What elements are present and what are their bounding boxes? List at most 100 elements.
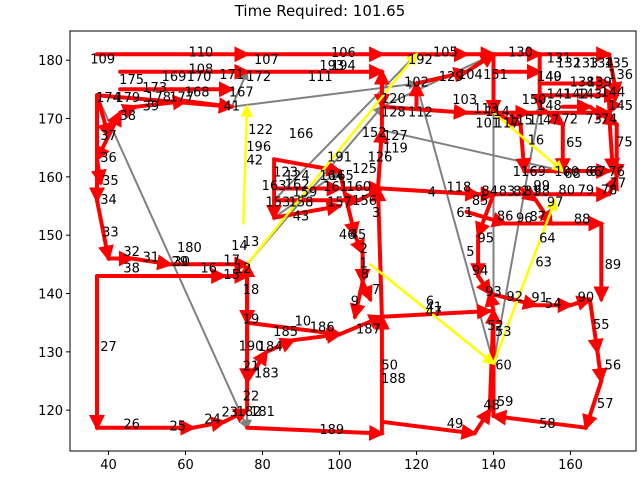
node-label: 150 — [522, 93, 547, 108]
node-label: 64 — [539, 232, 556, 247]
node-label: 33 — [102, 226, 119, 241]
node-label: 47 — [543, 114, 560, 129]
node-label: 23 — [222, 405, 239, 420]
node-label: 152 — [362, 126, 387, 141]
gray-route-segment — [230, 79, 419, 108]
red-route-segment — [582, 379, 604, 431]
red-route-segment — [490, 409, 588, 430]
red-route-segment — [191, 416, 228, 433]
node-label: 97 — [547, 195, 564, 210]
node-label: 129 — [439, 70, 464, 85]
red-route-layer — [89, 46, 625, 441]
node-label: 182 — [237, 405, 262, 420]
node-label: 16 — [528, 134, 545, 149]
node-label: 134 — [589, 57, 614, 72]
node-label: 14 — [231, 239, 248, 254]
node-label: 90 — [578, 290, 595, 305]
node-label: 45 — [350, 228, 367, 243]
node-label: 196 — [246, 140, 271, 155]
node-label: 80 — [558, 184, 575, 199]
node-label: 18 — [243, 283, 260, 298]
red-route-segment — [370, 185, 387, 319]
node-label: 32 — [123, 245, 140, 260]
node-label: 34 — [100, 193, 117, 208]
node-label: 149 — [537, 70, 562, 85]
yellow-route-segment — [492, 111, 565, 173]
node-label: 82 — [513, 184, 530, 199]
node-label: 185 — [273, 325, 298, 340]
red-route-segment — [568, 295, 593, 311]
red-route-segment — [272, 157, 343, 177]
node-label: 192 — [408, 53, 433, 68]
node-label: 10 — [295, 314, 312, 329]
node-label: 167 — [229, 86, 254, 101]
node-label: 131 — [547, 51, 572, 66]
node-label: 163 — [262, 179, 287, 194]
node-label: 41 — [223, 100, 240, 115]
node-label: 74 — [601, 113, 618, 128]
node-label: 141 — [547, 87, 572, 102]
node-label: 169 — [162, 70, 187, 85]
red-route-segment — [129, 254, 174, 271]
red-route-segment — [264, 337, 297, 354]
node-label: 73 — [585, 113, 602, 128]
node-label: 107 — [254, 53, 279, 68]
red-route-segment — [414, 66, 470, 86]
node-label: 162 — [285, 178, 310, 193]
node-label: 94 — [472, 264, 489, 279]
node-label: 110 — [188, 45, 213, 60]
node-label: 15 — [223, 268, 240, 283]
node-label: 112 — [408, 106, 433, 121]
node-label: 193 — [319, 59, 344, 74]
x-tick-label: 40 — [100, 458, 117, 473]
node-label: 105 — [433, 45, 458, 60]
node-label: 43 — [293, 209, 310, 224]
node-label: 77 — [610, 177, 627, 192]
node-label: 133 — [573, 57, 598, 72]
red-route-segment — [337, 314, 385, 337]
node-label: 119 — [383, 142, 408, 157]
node-label: 191 — [327, 150, 352, 165]
node-label: 57 — [597, 397, 614, 412]
red-route-segment — [472, 407, 492, 436]
node-label: 55 — [593, 318, 610, 333]
node-label: 65 — [566, 136, 583, 151]
node-label: 100 — [554, 165, 579, 180]
gray-route-segment — [380, 129, 565, 175]
node-label: 108 — [188, 62, 213, 77]
red-route-segment — [587, 297, 604, 355]
red-route-segment — [95, 93, 113, 140]
red-route-segment — [515, 122, 532, 175]
node-label: 72 — [562, 113, 579, 128]
red-route-segment — [133, 94, 189, 111]
node-label: 86 — [497, 209, 514, 224]
node-label: 4 — [428, 185, 436, 200]
red-route-segment — [606, 52, 623, 99]
node-label: 114 — [485, 105, 510, 120]
chart-title: Time Required: 101.65 — [234, 2, 406, 20]
node-label: 135 — [604, 57, 629, 72]
node-label: 53 — [495, 325, 512, 340]
node-label: 190 — [239, 339, 264, 354]
x-tick-label: 60 — [177, 458, 194, 473]
red-route-segment — [379, 303, 493, 320]
red-route-segment — [95, 198, 114, 262]
plot-frame — [69, 30, 637, 452]
node-label: 111 — [308, 70, 333, 85]
node-label: 183 — [254, 366, 279, 381]
node-label: 3 — [372, 206, 380, 221]
node-label: 5 — [466, 245, 474, 260]
node-label: 24 — [204, 412, 221, 427]
yellow-route-layer — [240, 52, 565, 366]
yellow-route-segment — [492, 197, 558, 365]
node-label: 29 — [171, 255, 188, 270]
node-label: 31 — [143, 251, 160, 266]
node-label: 179 — [115, 91, 140, 106]
node-label: 63 — [535, 255, 552, 270]
red-route-segment — [350, 233, 365, 256]
red-route-segment — [291, 327, 343, 344]
node-label: 39 — [143, 100, 160, 115]
node-label: 16 — [200, 261, 217, 276]
red-route-segment — [379, 185, 482, 202]
node-label: 13 — [243, 235, 260, 250]
